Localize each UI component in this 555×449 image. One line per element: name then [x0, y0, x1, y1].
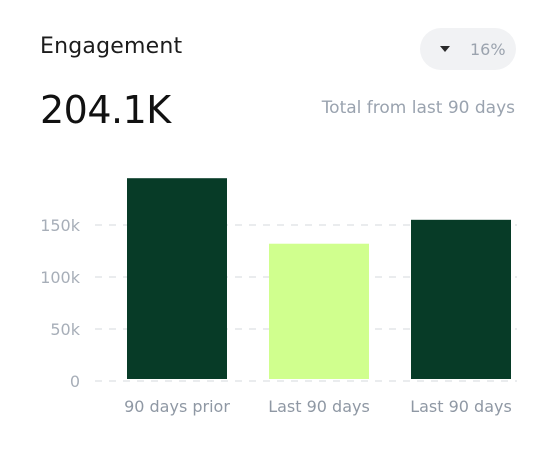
y-tick-label: 50k — [50, 320, 80, 339]
bar-1 — [127, 178, 227, 379]
y-tick-label: 100k — [40, 268, 81, 287]
change-badge[interactable]: 16% — [420, 28, 516, 70]
card-title: Engagement — [40, 34, 183, 59]
y-tick-label: 150k — [40, 216, 81, 235]
x-category-label: Last 90 days — [410, 397, 512, 416]
bar-2 — [269, 243, 369, 379]
total-value: 204.1K — [40, 88, 171, 132]
x-category-label: Last 90 days — [268, 397, 370, 416]
y-tick-label: 0 — [70, 372, 80, 391]
triangle-down-icon — [440, 46, 450, 52]
total-subtitle: Total from last 90 days — [321, 98, 515, 118]
change-percent: 16% — [470, 39, 506, 59]
bar-3 — [411, 219, 511, 379]
x-category-label: 90 days prior — [124, 397, 230, 416]
